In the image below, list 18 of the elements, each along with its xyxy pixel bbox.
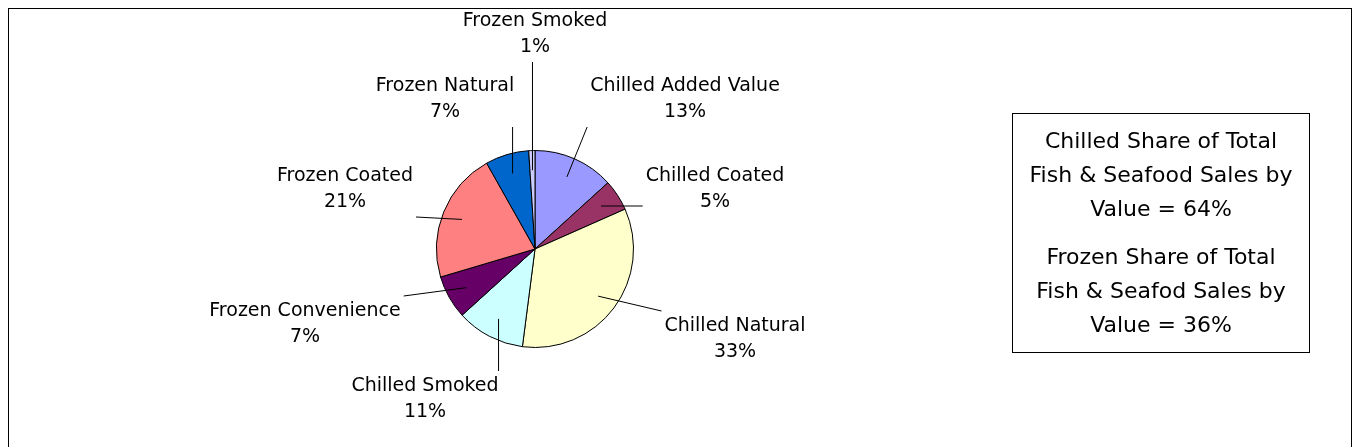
slice-label: Frozen Natural — [375, 72, 515, 95]
data-label: 21% — [323, 188, 367, 211]
data-label: 5% — [699, 188, 731, 211]
data-label: 33% — [713, 338, 757, 361]
text: Chilled Share of Total Fish & Seafood Sales by Value = 64% — [1028, 127, 1294, 223]
text: Frozen Share of Total Fish & Seafod Sales by Value = 36% — [1035, 243, 1287, 339]
data-label: 1% — [519, 33, 551, 56]
data-label: 7% — [429, 98, 461, 121]
data-label: 11% — [403, 398, 447, 421]
data-label: 7% — [289, 323, 321, 346]
slice-label: Chilled Added Value — [590, 72, 780, 95]
slice-label: Frozen Coated — [276, 162, 414, 185]
slice-label: Chilled Coated — [645, 162, 785, 185]
data-label: 13% — [663, 98, 707, 121]
slice-label: Frozen Convenience — [209, 297, 401, 320]
slice-label: Chilled Smoked — [351, 372, 499, 395]
slice-label: Frozen Smoked — [462, 7, 608, 30]
slice-label: Chilled Natural — [664, 312, 806, 335]
